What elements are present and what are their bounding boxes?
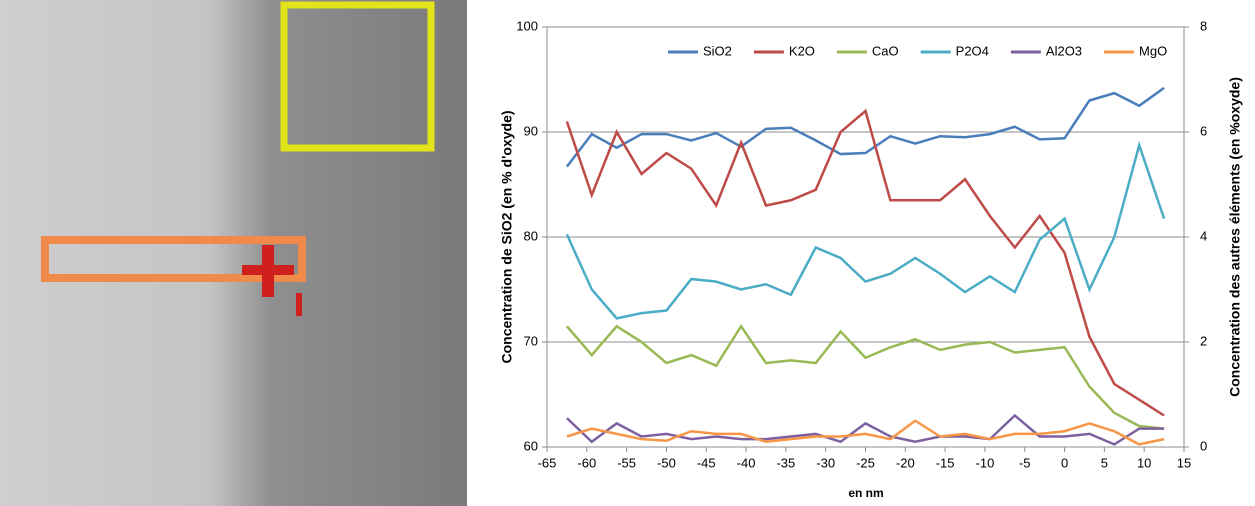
legend-label: P2O4 <box>956 43 989 58</box>
legend-label: Al2O3 <box>1046 43 1082 58</box>
x-tick-label: -10 <box>976 455 995 470</box>
x-tick-label: -30 <box>816 455 835 470</box>
x-tick-label: -45 <box>697 455 716 470</box>
yellow-box <box>280 1 435 152</box>
y-tick-label: 90 <box>524 123 538 138</box>
legend-label: MgO <box>1139 43 1167 58</box>
y-tick-label: 70 <box>524 333 538 348</box>
series-line <box>565 323 1165 430</box>
y2-tick-label: 8 <box>1200 18 1207 33</box>
series-line <box>566 419 1165 446</box>
series-line <box>565 140 1166 320</box>
x-tick-label: -40 <box>737 455 756 470</box>
legend-label: CaO <box>872 43 899 58</box>
x-tick-label: 0 <box>1061 455 1068 470</box>
legend-label: SiO2 <box>703 43 732 58</box>
x-axis-title: en nm <box>848 486 883 500</box>
x-tick-label: -20 <box>896 455 915 470</box>
y2-tick-label: 6 <box>1200 123 1207 138</box>
x-tick-label: -55 <box>617 455 636 470</box>
x-tick-label: 5 <box>1101 455 1108 470</box>
y2-tick-label: 4 <box>1200 228 1207 243</box>
y-tick-label: 100 <box>516 18 538 33</box>
x-tick-label: -15 <box>936 455 955 470</box>
orange-box <box>41 236 306 282</box>
x-tick-label: 15 <box>1177 455 1191 470</box>
x-tick-label: 10 <box>1137 455 1151 470</box>
legend-label: K2O <box>789 43 815 58</box>
y-tick-label: 80 <box>524 228 538 243</box>
red-cross-v <box>262 245 274 297</box>
x-tick-label: -35 <box>776 455 795 470</box>
red-mark <box>296 293 302 316</box>
y2-tick-label: 2 <box>1200 333 1207 348</box>
series-line <box>565 108 1165 417</box>
series-line <box>565 86 1165 168</box>
x-tick-label: -25 <box>856 455 875 470</box>
y2-axis-title: Concentration des autres éléments (en %o… <box>1227 77 1243 397</box>
image-background <box>0 0 467 506</box>
y-tick-label: 60 <box>524 438 538 453</box>
chart: en nm Concentration de SiO2 (en % d'oxyd… <box>499 18 1243 500</box>
microscopy-image <box>0 0 467 506</box>
x-tick-label: -5 <box>1019 455 1031 470</box>
x-tick-label: -50 <box>657 455 676 470</box>
y2-tick-label: 0 <box>1200 438 1207 453</box>
series-line <box>566 413 1165 446</box>
y-axis-title: Concentration de SiO2 (en % d'oxyde) <box>499 110 515 363</box>
x-tick-label: -65 <box>538 455 557 470</box>
x-tick-label: -60 <box>577 455 596 470</box>
